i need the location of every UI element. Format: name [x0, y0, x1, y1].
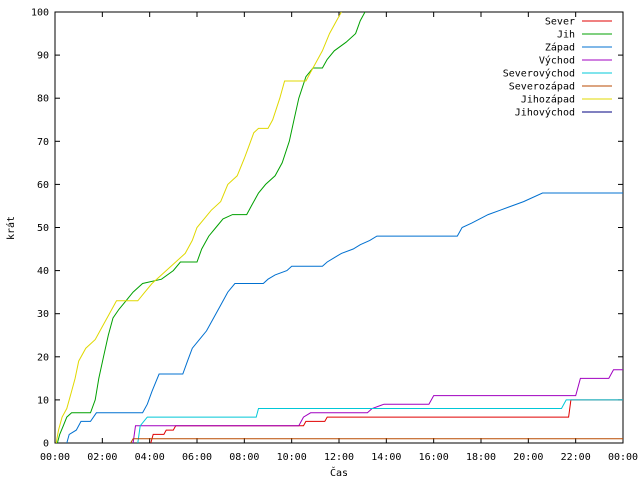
legend-label: Jihovýchod: [515, 107, 575, 119]
series-lines: [55, 11, 623, 444]
legend-label: Sever: [545, 17, 575, 28]
legend-label: Severozápad: [509, 81, 575, 93]
x-tick-label: 10:00: [277, 452, 307, 463]
legend-label: Jih: [557, 30, 575, 41]
series-line: [55, 11, 342, 444]
x-axis-title: Čas: [330, 466, 348, 479]
x-tick-label: 22:00: [561, 452, 591, 463]
legend-label: Severovýchod: [503, 68, 575, 80]
legend-label: Západ: [545, 42, 575, 54]
x-tick-label: 14:00: [371, 452, 401, 463]
y-tick-label: 0: [43, 439, 49, 450]
x-tick-label: 06:00: [182, 452, 212, 463]
x-tick-label: 20:00: [513, 452, 543, 463]
x-tick-label: 12:00: [324, 452, 354, 463]
x-tick-label: 08:00: [229, 452, 259, 463]
axis-ticks: 00:00 02:00 04:00 06:00 08:00 10:00 12:00 14:00…: [31, 8, 638, 464]
y-tick-label: 70: [37, 137, 49, 148]
x-tick-label: 00:00: [40, 452, 70, 463]
x-tick-label: 00:00: [608, 452, 638, 463]
series-line: [56, 11, 366, 444]
y-axis-title: krát: [5, 216, 17, 240]
series-line: [132, 369, 623, 444]
y-tick-label: 20: [37, 352, 49, 363]
y-tick-label: 80: [37, 94, 49, 105]
legend-label: Východ: [539, 55, 575, 67]
legend: Sever JihZápadVýchodSeverovýchodSeverozáp…: [503, 17, 612, 119]
y-tick-label: 30: [37, 309, 49, 320]
x-tick-label: 16:00: [419, 452, 449, 463]
y-tick-label: 50: [37, 223, 49, 234]
y-tick-label: 60: [37, 180, 49, 191]
x-tick-label: 04:00: [135, 452, 165, 463]
series-line: [137, 399, 623, 444]
series-line: [150, 399, 623, 444]
x-tick-label: 02:00: [87, 452, 117, 463]
y-tick-label: 90: [37, 51, 49, 62]
y-tick-label: 100: [31, 8, 49, 19]
series-line: [130, 438, 623, 444]
legend-label: Jihozápad: [521, 94, 575, 106]
x-tick-label: 18:00: [466, 452, 496, 463]
y-tick-label: 10: [37, 395, 49, 406]
series-line: [66, 192, 623, 444]
y-tick-label: 40: [37, 266, 49, 277]
